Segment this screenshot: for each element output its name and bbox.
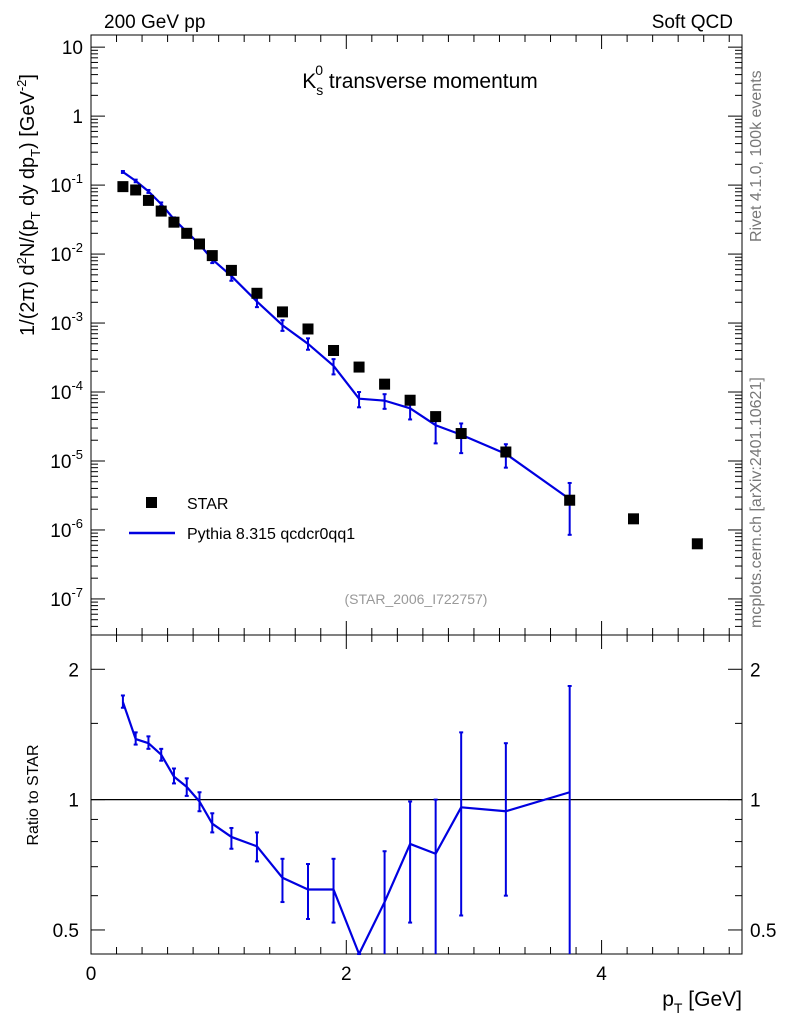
data-point xyxy=(130,184,142,196)
x-tick-label: 0 xyxy=(86,964,97,985)
data-point xyxy=(353,361,365,373)
legend-star-marker xyxy=(146,497,157,508)
ratio-y-tick-label-right: 0.5 xyxy=(750,921,776,942)
mcplots-label: mcplots.cern.ch [arXiv:2401.10621] xyxy=(748,377,765,628)
rivet-version-label: Rivet 4.1.0, 100k events xyxy=(748,70,765,242)
data-point xyxy=(142,194,154,206)
data-point xyxy=(276,306,288,318)
title-k: K xyxy=(302,70,316,93)
ratio-line xyxy=(121,701,570,956)
main-data-marks xyxy=(117,170,703,550)
data-point xyxy=(564,494,576,506)
data-point xyxy=(206,250,218,262)
data-point xyxy=(302,323,314,335)
ratio-y-tick-label-left: 2 xyxy=(68,660,79,681)
data-point xyxy=(430,411,442,423)
header-left: 200 GeV pp xyxy=(104,12,205,33)
ratio-axis-ticks: 0.5 0.5 1 1 2 2 0 2 4 xyxy=(53,635,776,985)
ratio-data-marks xyxy=(91,684,742,956)
data-point xyxy=(379,378,391,390)
legend: STAR Pythia 8.315 qcdcr0qq1 xyxy=(129,496,355,543)
chart-title: Ks 0 transverse momentum xyxy=(302,62,538,98)
main-axis-ticks: 10-7 10-6 10-5 10-4 10-3 10-2 10-1 1 10 xyxy=(50,35,742,636)
main-y-tick-label: 10-4 xyxy=(50,378,83,404)
legend-star-label: STAR xyxy=(187,496,228,513)
data-point xyxy=(117,181,129,193)
data-point xyxy=(691,538,703,550)
main-y-tick-label: 10-6 xyxy=(50,516,83,542)
data-point xyxy=(251,287,263,299)
legend-pythia-label: Pythia 8.315 qcdcr0qq1 xyxy=(187,526,355,543)
data-point xyxy=(328,344,340,356)
main-y-tick-label: 10 xyxy=(62,38,83,59)
analysis-watermark: (STAR_2006_I722757) xyxy=(345,591,488,607)
main-y-tick-label: 10-3 xyxy=(50,309,83,335)
ratio-y-axis-label: Ratio to STAR xyxy=(25,744,42,845)
data-point xyxy=(155,205,167,217)
data-point xyxy=(194,238,205,250)
title-sup: 0 xyxy=(315,62,323,78)
title-rest: transverse momentum xyxy=(323,70,538,93)
title-sub: s xyxy=(316,82,323,98)
data-point xyxy=(181,227,193,239)
ratio-y-tick-label-left: 0.5 xyxy=(53,921,79,942)
main-y-axis-label: 1/(2π) d2N/(pT dy dpT) [GeV-2] xyxy=(14,74,43,336)
main-y-tick-label: 1 xyxy=(72,107,83,128)
main-y-tick-label: 10-5 xyxy=(50,447,83,473)
x-axis-label: pT [GeV] xyxy=(662,988,742,1016)
data-point xyxy=(168,216,180,228)
main-y-tick-label: 10-7 xyxy=(50,585,83,611)
data-point xyxy=(404,394,416,406)
main-y-tick-label: 10-2 xyxy=(50,240,83,266)
ratio-y-tick-label-right: 2 xyxy=(750,660,761,681)
main-frame xyxy=(90,34,743,636)
ratio-y-tick-label-left: 1 xyxy=(68,791,79,812)
ratio-frame xyxy=(90,634,743,955)
data-point xyxy=(500,446,512,458)
data-point xyxy=(628,513,639,525)
main-y-tick-label: 10-1 xyxy=(50,171,83,197)
data-point xyxy=(455,428,467,440)
data-point xyxy=(225,264,237,276)
x-tick-label: 2 xyxy=(341,964,352,985)
header-right: Soft QCD xyxy=(652,12,733,33)
ratio-y-tick-label-right: 1 xyxy=(750,791,761,812)
x-tick-label: 4 xyxy=(596,964,607,985)
